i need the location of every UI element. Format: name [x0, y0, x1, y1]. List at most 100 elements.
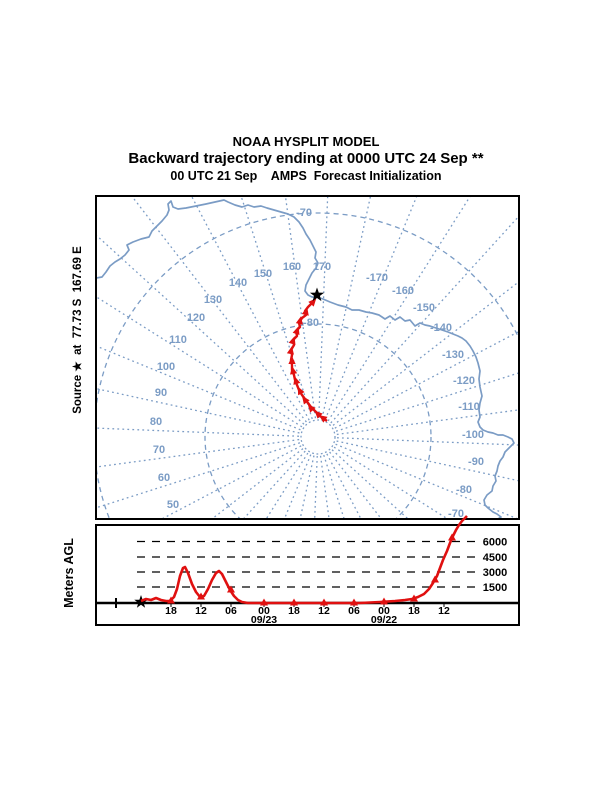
map-trajectory-marker [318, 415, 328, 423]
antarctica-coastline [97, 199, 515, 518]
height-gridline-label: 4500 [483, 552, 507, 564]
latitude-label: -80 [303, 317, 319, 329]
height-profile-marker [290, 598, 298, 606]
forecast-init-subtitle: 00 UTC 21 Sep AMPS Forecast Initializati… [170, 169, 442, 183]
map-trajectory-marker [293, 376, 301, 385]
latitude-label: -70 [296, 207, 312, 219]
longitude-spoke [131, 197, 307, 423]
height-gridline-label: 3000 [483, 567, 507, 579]
longitude-label: -110 [458, 401, 479, 413]
height-profile-marker [227, 585, 235, 593]
time-tick-label: 06 [225, 605, 237, 617]
map-frame [95, 195, 520, 520]
map-trajectory-marker [295, 316, 303, 325]
longitude-spoke [240, 197, 313, 420]
latitude-circle [300, 419, 336, 455]
agl-source-star-icon [134, 595, 148, 608]
height-profile-marker [448, 533, 456, 541]
height-profile-marker [431, 575, 439, 583]
longitude-spoke [97, 235, 305, 425]
trajectory-title: Backward trajectory ending at 0000 UTC 2… [128, 150, 484, 167]
longitude-label: 160 [283, 261, 301, 273]
height-profile-marker [350, 598, 358, 606]
longitude-spoke [97, 345, 301, 431]
source-star-icon [309, 287, 325, 302]
model-title: NOAA HYSPLIT MODEL [232, 134, 380, 149]
longitude-label: 130 [204, 294, 222, 306]
date-label: 09/23 [251, 614, 277, 626]
longitude-spoke [330, 216, 518, 424]
height-profile-marker [410, 594, 418, 602]
longitude-spoke [332, 281, 518, 426]
map-trajectory-marker [292, 326, 300, 335]
height-profile-marker [167, 596, 175, 604]
longitude-spoke [97, 442, 301, 509]
longitude-spoke [97, 427, 300, 437]
height-gridline-label: 1500 [483, 582, 507, 594]
longitude-label: -70 [448, 508, 464, 520]
height-profile-marker [380, 597, 388, 605]
longitude-spoke [331, 449, 408, 518]
longitude-spoke [336, 440, 518, 482]
longitude-spoke [334, 331, 518, 429]
latitude-circle [97, 212, 518, 518]
longitude-label: 150 [254, 268, 272, 280]
longitude-spoke [284, 197, 317, 419]
time-tick-label: 12 [318, 605, 330, 617]
latitude-circle [204, 323, 432, 518]
longitude-label: 80 [150, 416, 162, 428]
time-tick-label: 12 [438, 605, 450, 617]
longitude-label: -90 [468, 456, 484, 468]
longitude-spoke [191, 197, 310, 421]
height-profile-marker [320, 598, 328, 606]
longitude-label: -150 [413, 302, 435, 314]
longitude-label: 120 [187, 312, 205, 324]
map-trajectory-marker [288, 356, 296, 364]
height-profile-marker [260, 598, 268, 606]
longitude-spoke [321, 197, 371, 419]
longitude-label: 60 [158, 472, 170, 484]
time-tick-label: 06 [348, 605, 360, 617]
longitude-label: 140 [229, 277, 247, 289]
longitude-label: 50 [167, 499, 179, 511]
map-trajectory-marker [286, 346, 294, 355]
longitude-label: 90 [155, 387, 167, 399]
height-profile-panel: 6000 4500 3000 1500 18 12 06 00 18 12 06 00 18 12 09/2… [96, 537, 519, 626]
time-tick-label: 12 [195, 605, 207, 617]
longitude-spoke [212, 448, 304, 518]
time-tick-label: 00 [258, 605, 270, 617]
longitude-label: -130 [442, 349, 464, 361]
height-profile-marker [197, 592, 205, 600]
height-profile-frame [95, 524, 520, 626]
longitude-spoke [333, 446, 448, 518]
map-trajectory-marker [297, 386, 305, 396]
longitude-spoke [324, 197, 418, 420]
longitude-spoke [97, 388, 300, 434]
longitude-spoke [318, 197, 329, 419]
longitude-spoke [97, 438, 300, 468]
longitude-spoke [314, 455, 318, 518]
map-trajectory-marker [308, 298, 317, 307]
longitude-spoke [97, 296, 303, 428]
map-trajectory-marker [314, 410, 323, 419]
time-tick-label: 18 [288, 605, 300, 617]
map-trajectory-marker [302, 396, 310, 405]
longitude-label: 100 [157, 361, 175, 373]
map-trajectory-marker [290, 366, 298, 375]
height-profile-line [140, 515, 468, 605]
time-tick-label: 18 [165, 605, 177, 617]
longitude-label: -100 [462, 429, 484, 441]
map-trajectory-marker [288, 336, 296, 345]
longitude-spoke [319, 455, 330, 518]
longitude-label: -80 [456, 484, 472, 496]
longitude-spoke [329, 451, 382, 518]
height-gridline-label: 6000 [483, 537, 507, 549]
map-trajectory-marker [307, 404, 316, 413]
map-trajectory-marker [301, 307, 309, 316]
longitude-label: 70 [153, 444, 165, 456]
time-tick-label: 18 [408, 605, 420, 617]
longitude-spoke [327, 197, 471, 422]
longitude-label: -160 [392, 285, 414, 297]
